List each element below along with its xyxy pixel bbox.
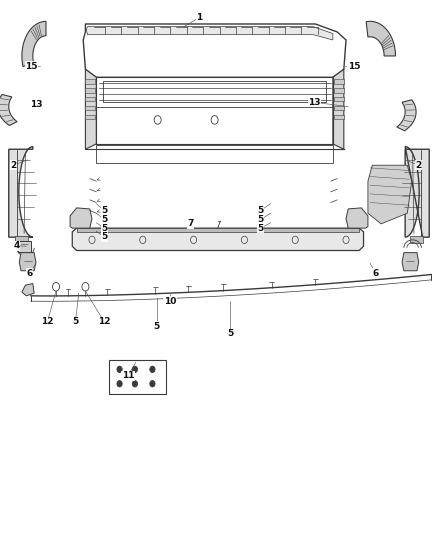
Text: 13: 13 (30, 100, 42, 109)
Text: 5: 5 (258, 224, 264, 232)
Polygon shape (334, 88, 344, 93)
Polygon shape (85, 97, 95, 101)
Text: 5: 5 (227, 329, 233, 338)
Circle shape (150, 381, 155, 387)
Text: 1: 1 (196, 13, 202, 22)
Text: 2: 2 (415, 161, 421, 169)
Circle shape (117, 366, 122, 373)
Circle shape (132, 381, 138, 387)
Polygon shape (85, 115, 95, 119)
Polygon shape (366, 21, 396, 56)
Polygon shape (72, 228, 364, 251)
Polygon shape (0, 94, 17, 125)
Polygon shape (368, 165, 412, 224)
Polygon shape (70, 208, 92, 228)
Polygon shape (86, 27, 333, 40)
Polygon shape (22, 21, 46, 67)
Text: 6: 6 (27, 269, 33, 278)
Polygon shape (405, 147, 429, 237)
Text: 5: 5 (101, 215, 107, 224)
Polygon shape (15, 236, 28, 243)
Text: 15: 15 (25, 62, 38, 70)
Circle shape (132, 366, 138, 373)
Text: 2: 2 (10, 161, 16, 169)
Polygon shape (77, 228, 359, 232)
Polygon shape (9, 147, 33, 237)
Polygon shape (334, 115, 344, 119)
Text: 7: 7 (187, 220, 194, 228)
Polygon shape (334, 97, 344, 101)
Text: 10: 10 (164, 297, 176, 305)
Text: 5: 5 (101, 232, 107, 241)
Text: 11: 11 (122, 372, 134, 380)
Text: 13: 13 (308, 98, 321, 107)
Polygon shape (334, 79, 344, 84)
Text: 15: 15 (348, 62, 360, 70)
Polygon shape (410, 236, 423, 243)
Text: 5: 5 (72, 318, 78, 326)
Polygon shape (85, 69, 96, 149)
Text: 12: 12 (41, 318, 53, 326)
Circle shape (117, 381, 122, 387)
Text: 6: 6 (373, 269, 379, 278)
Polygon shape (85, 106, 95, 110)
Polygon shape (85, 79, 95, 84)
Polygon shape (333, 69, 344, 149)
Polygon shape (402, 253, 419, 271)
Polygon shape (397, 100, 416, 131)
Text: 5: 5 (258, 215, 264, 224)
Polygon shape (85, 88, 95, 93)
Polygon shape (22, 284, 34, 296)
Polygon shape (19, 253, 36, 271)
Text: 5: 5 (154, 322, 160, 330)
Circle shape (150, 366, 155, 373)
Text: 12: 12 (98, 318, 110, 326)
Polygon shape (346, 208, 368, 228)
Polygon shape (18, 241, 31, 252)
Polygon shape (334, 106, 344, 110)
Text: 5: 5 (101, 206, 107, 215)
Text: 4: 4 (14, 241, 20, 250)
Text: 5: 5 (258, 206, 264, 215)
Text: 5: 5 (101, 224, 107, 232)
